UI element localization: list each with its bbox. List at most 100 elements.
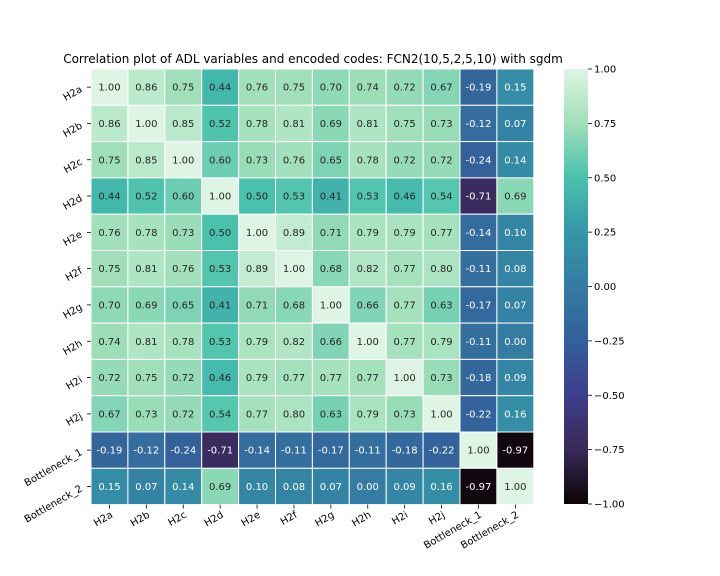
cell-value-label: -0.71: [207, 446, 233, 457]
heatmap-cell: [201, 431, 240, 469]
colorbar-tick-label: 0.25: [594, 228, 616, 239]
cell-value-label: 0.63: [430, 300, 452, 311]
colorbar-tick-label: −0.75: [594, 445, 625, 456]
cell-value-label: 0.77: [394, 264, 416, 275]
heatmap-cell: [496, 68, 535, 106]
cell-value-label: 0.81: [283, 119, 305, 130]
heatmap-cell: [496, 358, 535, 397]
heatmap-cell: [459, 395, 498, 433]
x-tick-label: H2h: [350, 510, 373, 530]
cell-value-label: 0.81: [135, 264, 157, 275]
cell-value-label: 0.86: [98, 119, 120, 130]
cell-value-label: 0.82: [283, 337, 305, 348]
colorbar-tick-label: −1.00: [594, 500, 625, 511]
cell-value-label: 0.73: [430, 119, 452, 130]
cell-value-label: 0.79: [246, 373, 268, 384]
cell-value-label: 0.72: [430, 155, 452, 166]
x-tick-labels: H2a H2b H2c H2d H2e H2f H2g H2h H2i H2jBottleneck…: [92, 504, 521, 552]
heatmap-cell: [90, 322, 129, 360]
cell-value-label: 0.80: [283, 409, 305, 420]
cell-value-label: 0.53: [357, 192, 379, 203]
cell-value-label: 0.76: [283, 155, 305, 166]
cell-value-label: 0.09: [394, 482, 416, 493]
chart-title: Correlation plot of ADL variables and en…: [63, 52, 563, 66]
cell-value-label: 0.16: [430, 482, 452, 493]
cell-value-label: 0.89: [283, 228, 305, 239]
heatmap-cell: [348, 213, 387, 251]
heatmap-cell: [348, 431, 387, 469]
cell-value-label: -0.22: [466, 409, 492, 420]
y-tick-label: H2c: [62, 157, 84, 176]
cell-value-label: 0.86: [135, 83, 157, 94]
heatmap-cell: [201, 250, 240, 288]
heatmap-cell: [422, 286, 461, 324]
heatmap-cell: [422, 68, 461, 106]
cell-value-label: 0.10: [504, 228, 526, 239]
cell-value-label: 0.77: [320, 373, 342, 384]
cell-value-label: 0.85: [172, 119, 194, 130]
heatmap-cell: [385, 358, 424, 397]
cell-value-label: 1.00: [504, 482, 526, 493]
cell-value-label: 0.44: [98, 192, 120, 203]
cell-value-label: 0.52: [135, 192, 157, 203]
heatmap-cell: [311, 358, 350, 397]
cell-value-label: 0.71: [320, 228, 342, 239]
cell-value-label: -0.11: [466, 337, 492, 348]
x-tick-label: H2a: [92, 510, 115, 530]
cell-value-label: 0.73: [246, 155, 268, 166]
heatmap-cell: [127, 213, 166, 251]
heatmap-cell: [238, 141, 277, 179]
heatmap-cell: [311, 431, 350, 469]
cell-value-label: 1.00: [467, 446, 489, 457]
colorbar-tick-label: 0.00: [594, 282, 616, 293]
cell-value-label: -0.19: [466, 83, 492, 94]
cell-value-label: -0.11: [355, 446, 381, 457]
cell-value-label: 0.78: [357, 155, 379, 166]
heatmap-cell: [385, 177, 424, 215]
heatmap-cell: [127, 467, 166, 506]
cell-value-label: 0.75: [98, 155, 120, 166]
cell-value-label: 0.80: [430, 264, 452, 275]
cell-value-label: 0.60: [172, 192, 194, 203]
y-tick-label: Bottleneck_2: [23, 484, 85, 526]
y-tick-label: H2d: [61, 193, 84, 213]
cell-value-label: -0.17: [466, 300, 492, 311]
cell-value-label: 0.72: [394, 155, 416, 166]
cell-value-label: 0.54: [430, 192, 452, 203]
heatmap-cell: [201, 322, 240, 360]
y-tick-label: Bottleneck_1: [23, 447, 85, 489]
cell-value-label: 0.00: [357, 482, 379, 493]
heatmap-cell: [459, 213, 498, 251]
cell-value-label: 0.50: [209, 228, 231, 239]
cell-value-label: 0.71: [246, 300, 268, 311]
cell-value-label: 0.77: [246, 409, 268, 420]
heatmap-cell: [459, 358, 498, 397]
heatmap-cell: [385, 104, 424, 143]
x-tick-label: H2i: [390, 510, 410, 528]
cell-value-label: 0.76: [98, 228, 120, 239]
cell-value-label: 0.89: [246, 264, 268, 275]
y-tick-label: H2i: [65, 375, 85, 393]
heatmap-cell: [238, 322, 277, 360]
heatmap-cell: [348, 250, 387, 288]
heatmap-cell: [496, 395, 535, 433]
cell-value-label: 0.68: [320, 264, 342, 275]
cell-value-label: 0.77: [283, 373, 305, 384]
cell-value-label: -0.97: [466, 482, 492, 493]
heatmap-cell: [238, 213, 277, 251]
heatmap-cells: 1.00 0.86 0.75 0.44 0.76 0.75 0.70 0.74 0.72 0.67…: [90, 68, 535, 506]
colorbar-tick-label: 0.75: [594, 119, 616, 130]
cell-value-label: 0.53: [283, 192, 305, 203]
cell-value-label: -0.17: [318, 446, 344, 457]
x-tick-label: H2e: [240, 510, 263, 530]
heatmap-cell: [275, 467, 313, 506]
heatmap-cell: [348, 68, 387, 106]
cell-value-label: 0.82: [357, 264, 379, 275]
heatmap-cell: [164, 213, 203, 251]
cell-value-label: 0.69: [135, 300, 157, 311]
heatmap-cell: [90, 286, 129, 324]
cell-value-label: 0.67: [430, 83, 452, 94]
colorbar-tick-label: 1.00: [594, 65, 616, 76]
cell-value-label: -0.14: [244, 446, 270, 457]
heatmap-cell: [459, 467, 498, 506]
